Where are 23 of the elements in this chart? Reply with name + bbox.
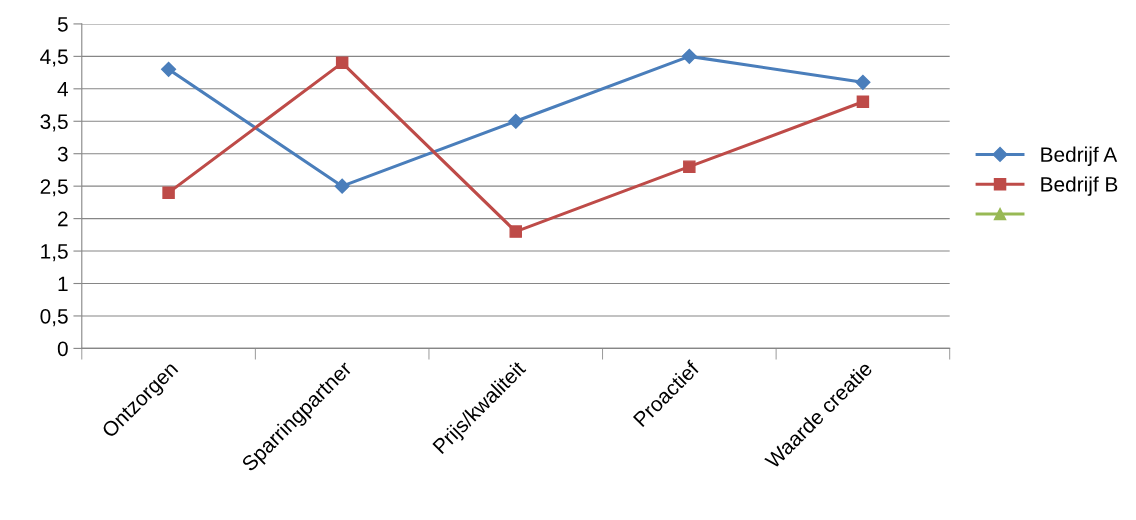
y-tick-label: 1 — [58, 276, 68, 292]
y-tick-label: 0 — [57, 341, 68, 357]
point — [162, 186, 175, 199]
y-tick-label: 1,5 — [41, 244, 68, 262]
y-tick-label: 4 — [57, 82, 68, 97]
legend-label: Bedrijf B — [1041, 176, 1118, 196]
y-tick-label: 3,5 — [40, 114, 68, 132]
y-tick-label: 4,5 — [40, 49, 68, 67]
point — [508, 113, 524, 129]
point — [161, 61, 177, 77]
y-tick-label: 2 — [58, 211, 68, 227]
legend-label: Bedrijf A — [1041, 146, 1118, 167]
point — [334, 178, 350, 194]
y-tick-label: 0,5 — [40, 308, 68, 327]
point — [509, 225, 522, 238]
point — [683, 160, 696, 173]
point — [855, 74, 871, 90]
point — [335, 56, 349, 70]
point — [856, 95, 870, 109]
y-tick-label: 3 — [57, 146, 68, 162]
y-tick-label: 2,5 — [40, 179, 68, 197]
y-tick-label: 5 — [57, 17, 68, 32]
point — [681, 48, 697, 64]
